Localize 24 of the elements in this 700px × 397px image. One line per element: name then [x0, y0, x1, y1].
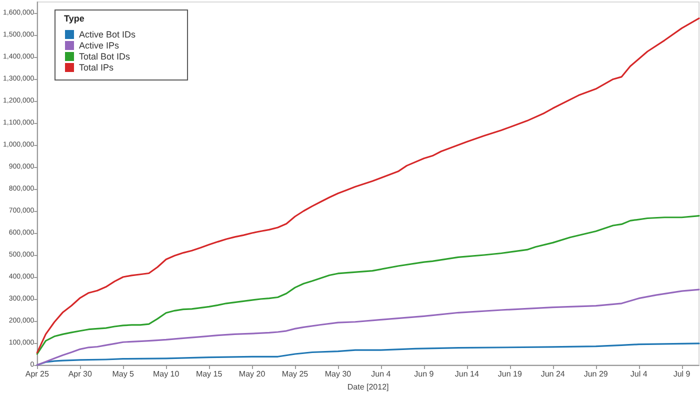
x-tick-label: May 25: [282, 370, 309, 378]
legend-label: Total Bot IDs: [79, 52, 131, 62]
x-tick-label: Jul 9: [673, 370, 691, 378]
x-tick-label: Jun 24: [540, 370, 566, 378]
legend-title: Type: [64, 14, 84, 24]
x-tick-label: Jun 14: [454, 370, 480, 378]
x-tick-label: May 30: [324, 370, 352, 378]
x-tick-label: Apr 25: [25, 370, 50, 378]
x-tick-label: Jun 4: [371, 370, 392, 378]
legend-label: Active IPs: [79, 40, 120, 50]
x-tick-label: May 10: [152, 370, 180, 378]
x-tick-label: Jun 19: [498, 370, 522, 378]
x-tick-label: May 5: [112, 370, 135, 378]
x-tick-label: Jul 4: [630, 370, 648, 378]
line-series: [36, 17, 700, 354]
legend-label: Active Bot IDs: [79, 30, 136, 40]
legend-label: Total IPs: [79, 62, 114, 72]
x-tick-label: Jun 9: [414, 370, 434, 378]
x-tick-label: Jun 29: [584, 370, 608, 378]
x-tick-label: May 20: [238, 370, 266, 378]
x-tick-label: May 15: [196, 370, 223, 378]
x-tick-label: Apr 30: [68, 370, 92, 378]
line-series: [36, 215, 700, 355]
x-axis-title: Date [2012]: [347, 382, 389, 392]
